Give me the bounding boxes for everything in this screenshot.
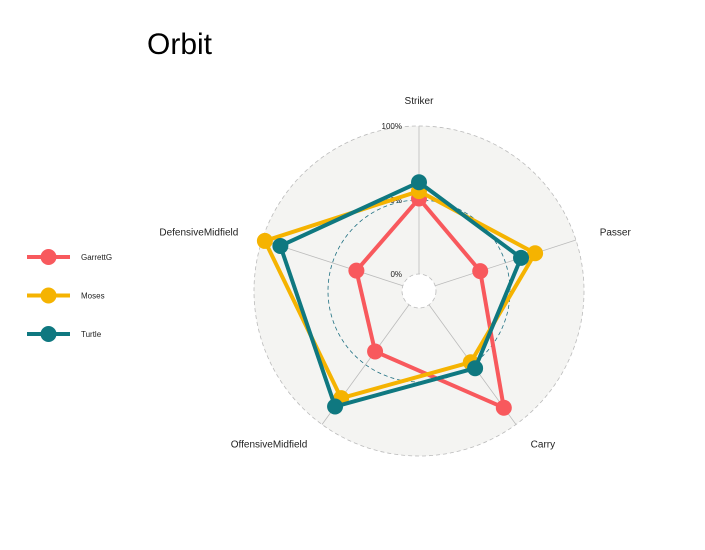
chart-title: Orbit (147, 28, 213, 61)
series-line (278, 180, 524, 409)
data-point (348, 262, 365, 279)
legend-label: Turtle (81, 330, 102, 339)
data-point (367, 343, 384, 360)
grid-circle-0 (401, 273, 437, 309)
data-point (472, 263, 489, 280)
legend-swatch-point (40, 249, 57, 265)
legend-swatch-point (40, 287, 57, 304)
axis-label: DefensiveMidfield (159, 227, 238, 238)
data-point (467, 360, 484, 377)
series-line (262, 189, 538, 401)
axis-label: Striker (405, 96, 435, 107)
data-point (327, 398, 344, 415)
legend-swatch-point (40, 326, 57, 342)
legend-label: Moses (81, 292, 105, 301)
legend-item: GarrettG (27, 249, 112, 265)
data-point (256, 232, 273, 249)
grid-tick-label: 100% (382, 122, 402, 131)
legend-item: Moses (27, 287, 105, 304)
data-point (513, 249, 530, 266)
legend-label: GarrettG (81, 253, 112, 262)
axis-label: Carry (531, 440, 555, 451)
legend-item: Turtle (27, 326, 102, 342)
data-point (411, 174, 427, 191)
data-point (272, 237, 289, 254)
data-point (527, 245, 544, 262)
axis-line (435, 239, 577, 287)
data-point (495, 399, 512, 416)
axis-label: Passer (600, 227, 632, 238)
axis-label: OffensiveMidfield (231, 440, 308, 451)
grid-tick-label: 0% (390, 270, 402, 279)
